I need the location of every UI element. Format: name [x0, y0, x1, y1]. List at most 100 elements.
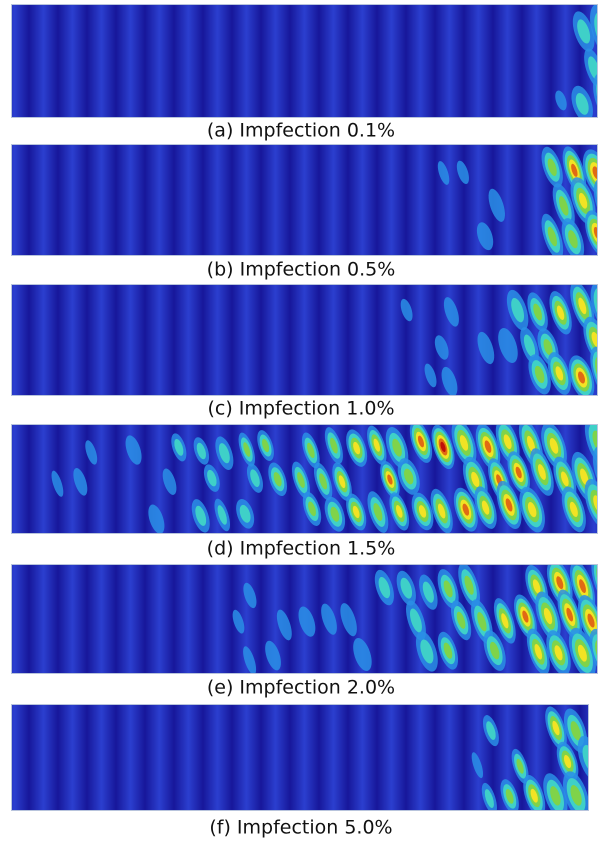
contour-blob [593, 226, 597, 240]
contour-blob [543, 607, 553, 625]
contour-blob [417, 435, 425, 448]
contour-blob [578, 192, 588, 209]
contour-blob [217, 505, 227, 525]
contour-blob [174, 438, 184, 456]
contour-blob [273, 472, 282, 487]
contour-blob [477, 331, 495, 365]
contour-blob [307, 442, 315, 459]
contour-blob [400, 298, 413, 322]
contour-blobs [232, 565, 597, 673]
contour-blob [598, 316, 602, 376]
contour-blob [443, 580, 453, 598]
contour-blob [456, 160, 469, 185]
contour-blob [556, 305, 565, 320]
contour-blob [503, 434, 512, 450]
contour-blob [575, 93, 589, 115]
panel: (b) Impfection 0.5% [11, 144, 598, 281]
contour-blob [578, 371, 585, 384]
contour-blobs [471, 706, 588, 810]
contour-blob [148, 504, 165, 533]
contour-blob [250, 469, 260, 487]
contour-blob [543, 339, 553, 356]
contour-blob [570, 785, 582, 806]
contour-blob [308, 501, 316, 517]
contour-blob [424, 363, 437, 388]
panel: (e) Impfection 2.0% [11, 564, 598, 699]
contour-blob [534, 365, 545, 384]
contour-blob [265, 640, 281, 671]
contour-blob [580, 468, 589, 486]
contour-blob [418, 505, 427, 518]
contour-blob [481, 500, 490, 515]
contour-blob [488, 188, 505, 222]
contour-blobs [51, 425, 597, 533]
contour-blob [547, 158, 557, 176]
contour-blob [437, 161, 450, 185]
contour-blob [569, 501, 578, 518]
contour-blob [243, 582, 257, 609]
contour-blob [459, 435, 469, 451]
contour-blob [566, 607, 574, 622]
contour-blob [550, 786, 561, 806]
contour-blob [319, 473, 328, 490]
contour-blob [578, 297, 587, 315]
contour-blob [577, 644, 587, 662]
contour-blob [340, 603, 357, 637]
contour-blob [533, 303, 542, 321]
contour-blob [330, 506, 340, 522]
caption: (e) Impfection 2.0% [207, 677, 395, 699]
contour-blob [555, 90, 567, 111]
contour-blob [591, 331, 597, 348]
contour-blob [554, 645, 563, 661]
contour-blob [484, 789, 494, 809]
contour-blob [568, 230, 578, 249]
contour-blob [434, 335, 449, 360]
contour-blob [598, 298, 602, 317]
contour-blob [587, 613, 595, 628]
contour-blob [570, 721, 581, 741]
contour-blob [579, 579, 586, 594]
contour-blob [498, 328, 518, 364]
contour-blob [373, 503, 383, 521]
contour-blob [297, 472, 305, 488]
caption: (c) Impfection 1.0% [207, 398, 394, 420]
contour-blob [477, 612, 487, 632]
contour-blob [559, 196, 569, 216]
contour-blob [298, 606, 316, 637]
contour-blob [125, 435, 142, 465]
contour-blob [330, 437, 338, 454]
contour-blob [505, 498, 513, 512]
contour-background [12, 5, 597, 117]
contour-blob [522, 610, 529, 623]
contour-blob [552, 720, 560, 736]
contour-blob [516, 758, 524, 774]
contour-blob [515, 466, 522, 479]
contour-blob [501, 613, 509, 629]
contour-blob [338, 475, 346, 489]
contour-background [12, 145, 597, 255]
contour-blob [353, 441, 361, 455]
contour-blob [162, 468, 177, 495]
contour-blob [195, 505, 207, 526]
contour-blob [484, 440, 492, 453]
contour-blob [464, 575, 474, 595]
contour-blob [592, 166, 597, 180]
panel: (a) Impfection 0.1% [11, 4, 598, 142]
panel: (f) Impfection 5.0% [11, 704, 589, 839]
contour-blob [207, 469, 217, 487]
contour-blob [577, 19, 591, 44]
contour-blob [243, 442, 251, 457]
contour-blob [395, 505, 403, 518]
contour-blob [592, 430, 597, 453]
caption: (b) Impfection 0.5% [207, 259, 396, 281]
contour-blob [598, 365, 602, 381]
contour-blob [441, 366, 458, 395]
contour-blobs [555, 5, 597, 117]
contour-blob [73, 467, 88, 496]
contour-blob [471, 752, 484, 779]
contour-blob [471, 471, 480, 488]
contour-blob [560, 471, 569, 487]
panel: (d) Impfection 1.5% [11, 424, 598, 560]
contour-blob [243, 646, 257, 673]
